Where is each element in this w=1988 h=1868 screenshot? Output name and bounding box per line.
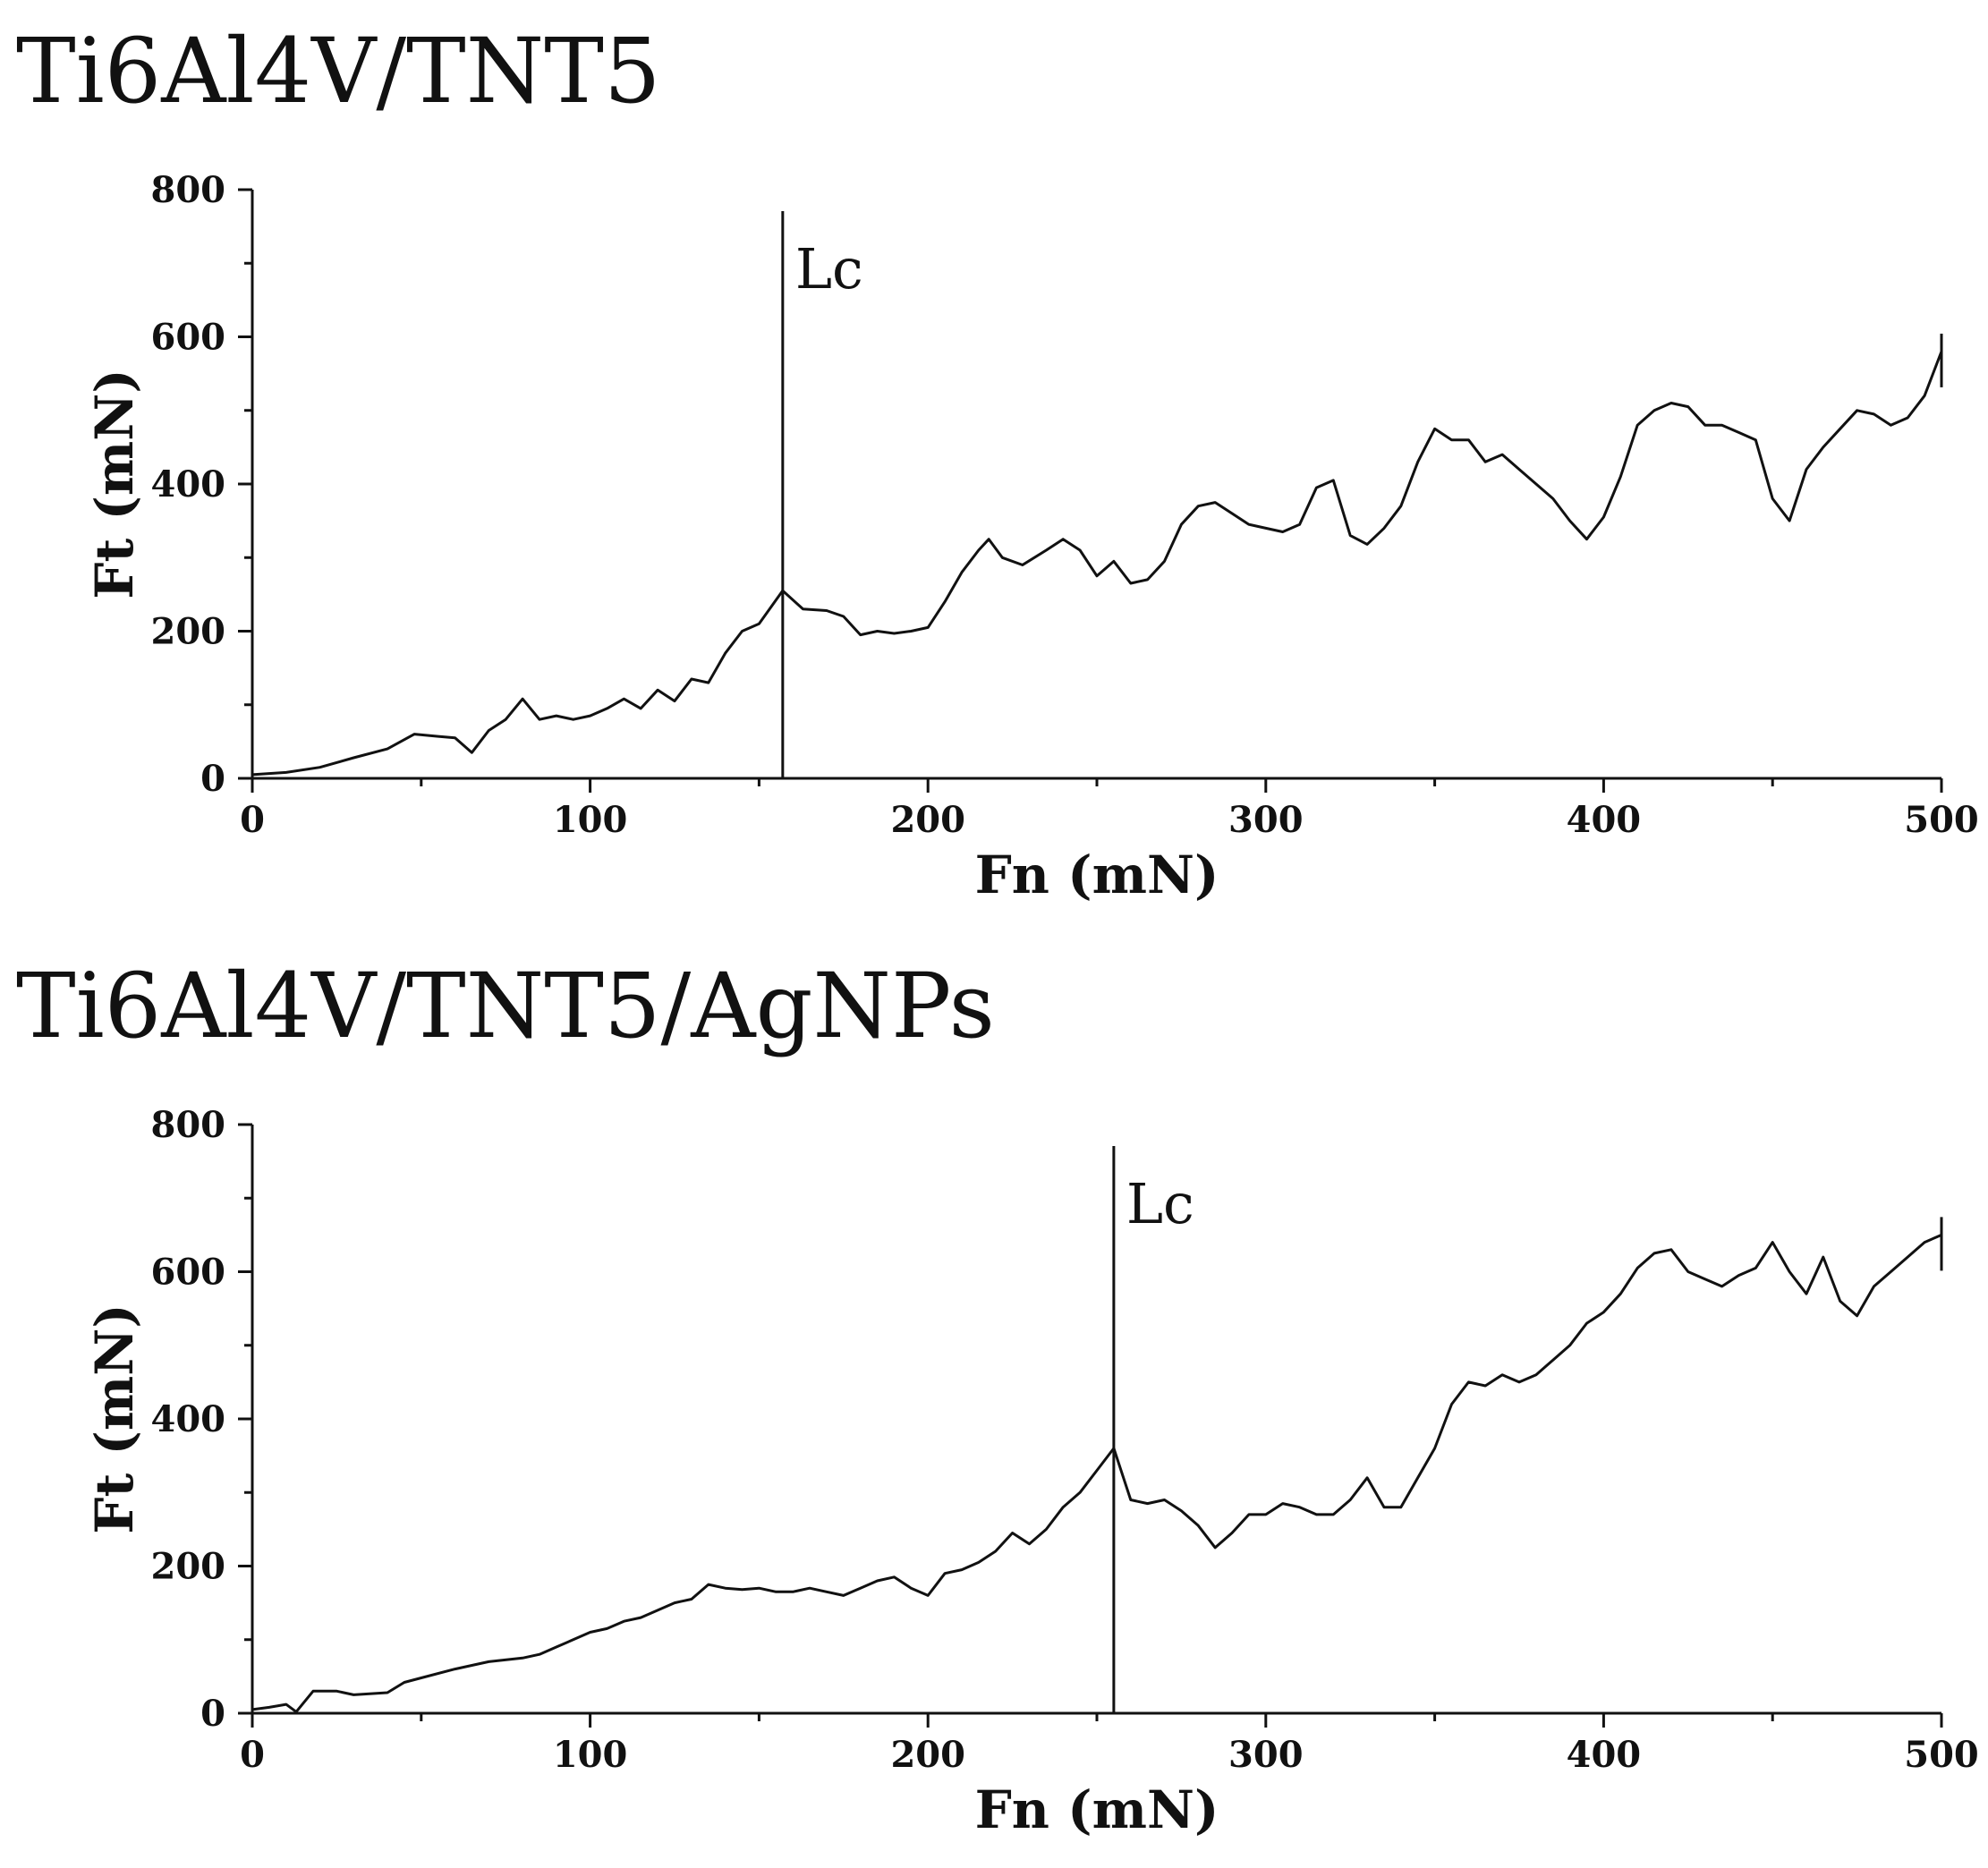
chart-top: 0 100 200 300 400 500 0 200 400 600 800 Fn (mN) Ft (…	[84, 169, 1979, 905]
y-tick-label: 600	[151, 317, 226, 359]
y-tick-label: 800	[151, 1104, 226, 1146]
y-tick-label: 800	[151, 169, 226, 211]
x-axis-title: Fn (mN)	[975, 1779, 1219, 1840]
x-tick-label: 500	[1904, 799, 1979, 841]
x-tick-label: 200	[890, 799, 965, 841]
series-line-0	[251, 351, 1943, 777]
x-tick-label: 200	[890, 1734, 965, 1776]
y-tick-label: 400	[151, 1398, 226, 1440]
x-tick-label: 0	[240, 1734, 265, 1776]
y-axis-title: Ft (mN)	[84, 369, 145, 599]
chart-title-top: Ti6Al4V/TNT5	[16, 19, 661, 123]
lc-marker-label: Lc	[1126, 1171, 1194, 1236]
x-tick-label: 400	[1567, 1734, 1642, 1776]
x-tick-label: 400	[1567, 799, 1642, 841]
x-tick-label: 0	[240, 799, 265, 841]
x-tick-label: 100	[553, 1734, 628, 1776]
y-axis-title: Ft (mN)	[84, 1303, 145, 1533]
lc-marker-label: Lc	[795, 236, 863, 301]
series-line-0	[251, 1234, 1942, 1713]
y-tick-label: 0	[200, 1693, 225, 1735]
y-tick-label: 200	[151, 1546, 226, 1588]
x-tick-label: 300	[1228, 799, 1304, 841]
y-tick-label: 0	[200, 758, 225, 800]
x-axis-title: Fn (mN)	[975, 845, 1219, 905]
x-tick-label: 300	[1228, 1734, 1304, 1776]
y-tick-label: 600	[151, 1252, 226, 1294]
y-tick-label: 200	[151, 611, 226, 653]
chart-title-bottom: Ti6Al4V/TNT5/AgNPs	[16, 954, 995, 1058]
chart-bottom: 0 100 200 300 400 500 0 200 400 600 800 Fn (mN) Ft (…	[84, 1104, 1979, 1840]
y-tick-label: 400	[151, 463, 226, 505]
x-tick-label: 100	[553, 799, 628, 841]
x-tick-label: 500	[1904, 1734, 1979, 1776]
